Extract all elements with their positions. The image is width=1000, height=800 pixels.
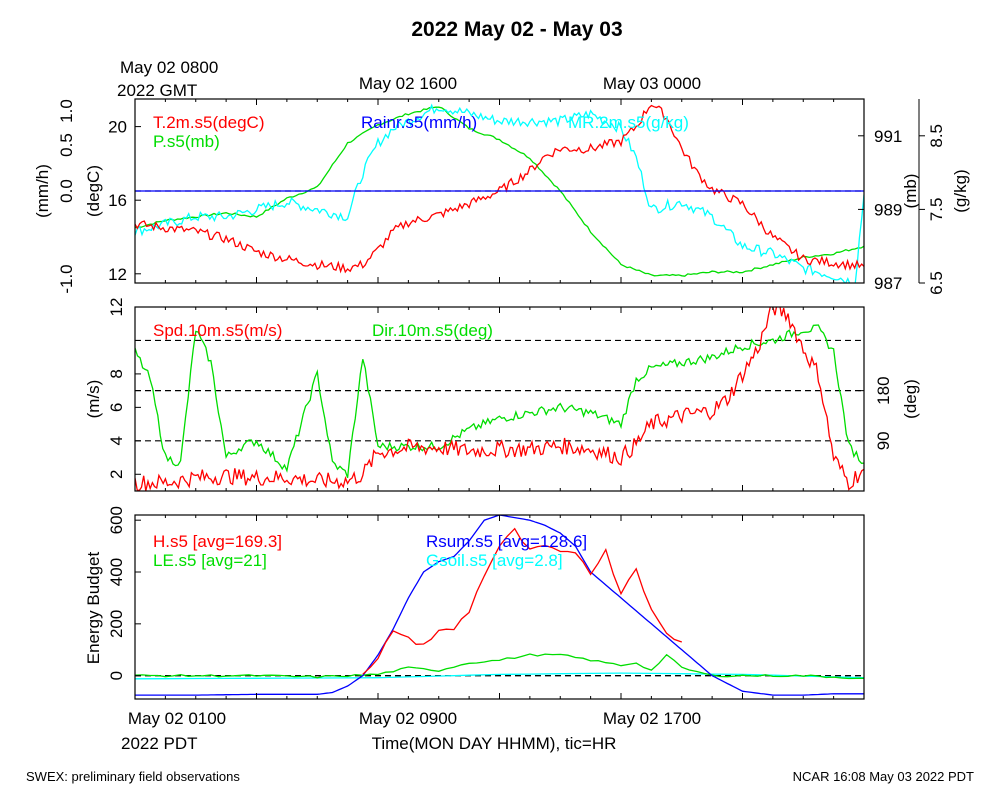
mr-tick-label: 6.5 [927, 271, 946, 295]
temp-axis-label: (degC) [84, 165, 103, 217]
energy-axis-label: Energy Budget [84, 551, 103, 664]
legend-temperature: T.2m.s5(degC) [153, 113, 264, 132]
legend-net-radiation: Rsum.s5 [avg=128.6] [426, 532, 587, 551]
direction-axis-label: (deg) [901, 379, 920, 419]
middle-panel: 12 8 6 4 2 180 90 Spd.10m.s5(m/s) Dir.10m.s5(d… [84, 298, 920, 492]
energy-tick-label: 0 [107, 671, 126, 680]
temp-tick-label: 12 [108, 265, 127, 284]
wind-direction-line [135, 324, 864, 479]
footer-source-note: SWEX: preliminary field observations [26, 769, 240, 784]
footer-timestamp: NCAR 16:08 May 03 2022 PDT [793, 769, 974, 784]
pdt-year-label: 2022 PDT [121, 734, 198, 753]
direction-tick-label: 90 [874, 431, 893, 450]
x-axis-label: Time(MON DAY HHMM), tic=HR [372, 734, 617, 753]
pdt-tick-label-3: May 02 1700 [603, 709, 701, 728]
legend-latent-heat: LE.s5 [avg=21] [153, 551, 267, 570]
top-panel: 20 16 12 1.0 0.5 0.0 -1.0 991 989 987 8.5 7.5 6.5 T.… [33, 98, 970, 295]
soil-heat-line [135, 672, 864, 680]
rain-tick-label: 0.5 [57, 133, 76, 157]
legend-wind-direction: Dir.10m.s5(deg) [372, 321, 493, 340]
sensible-heat-line [362, 527, 683, 675]
latent-heat-line [135, 653, 864, 680]
legend-pressure: P.s5(mb) [153, 132, 220, 151]
rain-axis-label: (mm/h) [33, 164, 52, 218]
temp-tick-label: 16 [108, 191, 127, 210]
rain-tick-label: 0.0 [57, 179, 76, 203]
mr-tick-label: 7.5 [927, 198, 946, 222]
speed-tick-label: 8 [107, 369, 126, 378]
bottom-panel: 600 400 200 0 H.s5 [avg=169.3] LE.s5 [avg=2… [84, 506, 865, 700]
speed-tick-label: 6 [107, 403, 126, 412]
speed-tick-label: 4 [107, 436, 126, 445]
pdt-tick-label-2: May 02 0900 [359, 709, 457, 728]
legend-mixing-ratio: MR.2m.s5(g/kg) [568, 113, 689, 132]
legend-rain-rate: Rainr.s5(mm/h) [361, 113, 477, 132]
gmt-tick-label-2: May 03 0000 [603, 74, 701, 93]
direction-tick-label: 180 [874, 376, 893, 404]
pdt-tick-label-1: May 02 0100 [128, 709, 226, 728]
speed-tick-label: 12 [107, 298, 126, 317]
energy-tick-label: 200 [107, 610, 126, 638]
mr-tick-label: 8.5 [927, 124, 946, 148]
legend-soil-heat: Gsoil.s5 [avg=2.8] [426, 551, 563, 570]
speed-axis-label: (m/s) [84, 380, 103, 419]
gmt-year-label: 2022 GMT [117, 81, 197, 100]
temperature-line [135, 104, 864, 274]
pressure-tick-label: 987 [874, 274, 902, 293]
pressure-line [135, 106, 864, 277]
energy-tick-label: 600 [107, 506, 126, 534]
speed-tick-label: 2 [107, 470, 126, 479]
pressure-tick-label: 989 [874, 200, 902, 219]
mr-axis-label: (g/kg) [951, 169, 970, 212]
legend-sensible-heat: H.s5 [avg=169.3] [153, 532, 282, 551]
energy-tick-label: 400 [107, 558, 126, 586]
temp-tick-label: 20 [108, 118, 127, 137]
gmt-tick-label-1: May 02 1600 [359, 74, 457, 93]
gmt-start-label: May 02 0800 [120, 58, 218, 77]
pressure-tick-label: 991 [874, 127, 902, 146]
rain-tick-label: 1.0 [57, 99, 76, 123]
pressure-axis-label: (mb) [901, 174, 920, 209]
chart-title: 2022 May 02 - May 03 [411, 18, 622, 41]
mixing-ratio-line [135, 103, 864, 283]
wind-speed-line [135, 307, 864, 491]
rain-tick-label: -1.0 [57, 264, 76, 293]
legend-wind-speed: Spd.10m.s5(m/s) [153, 321, 282, 340]
